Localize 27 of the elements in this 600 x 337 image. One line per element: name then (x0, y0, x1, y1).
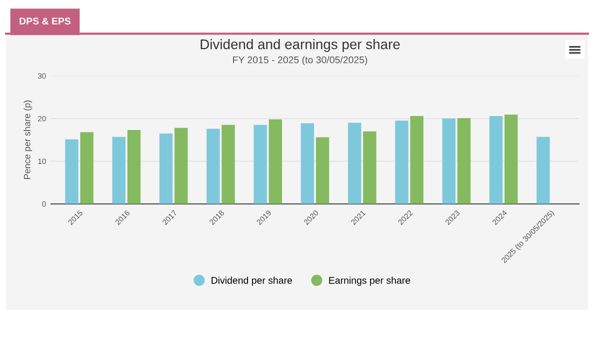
bar (268, 119, 282, 204)
bar (504, 114, 518, 204)
legend-label: Dividend per share (212, 276, 292, 286)
bar (112, 136, 126, 204)
y-axis-title: Pence per share (p) (24, 100, 32, 180)
bar (300, 123, 314, 204)
bar (65, 139, 78, 204)
bar (174, 128, 188, 204)
bar (159, 133, 173, 204)
chart-subtitle: FY 2015 - 2025 (to 30/05/2025) (233, 56, 368, 66)
bar (489, 116, 503, 204)
bar (80, 132, 94, 204)
bar (363, 131, 376, 204)
bar (206, 128, 220, 204)
bar (410, 116, 424, 204)
bar (222, 124, 235, 204)
bar (457, 118, 471, 204)
text: DPS & EPS (20, 18, 71, 25)
bar (536, 136, 550, 204)
bar (442, 118, 456, 204)
chart-title: Dividend and earnings per share (200, 39, 400, 52)
legend-label: Earnings per share (329, 276, 410, 286)
bar (254, 124, 267, 204)
bar (316, 137, 330, 204)
bar (395, 120, 408, 204)
bar (127, 130, 141, 204)
bar (348, 122, 362, 204)
